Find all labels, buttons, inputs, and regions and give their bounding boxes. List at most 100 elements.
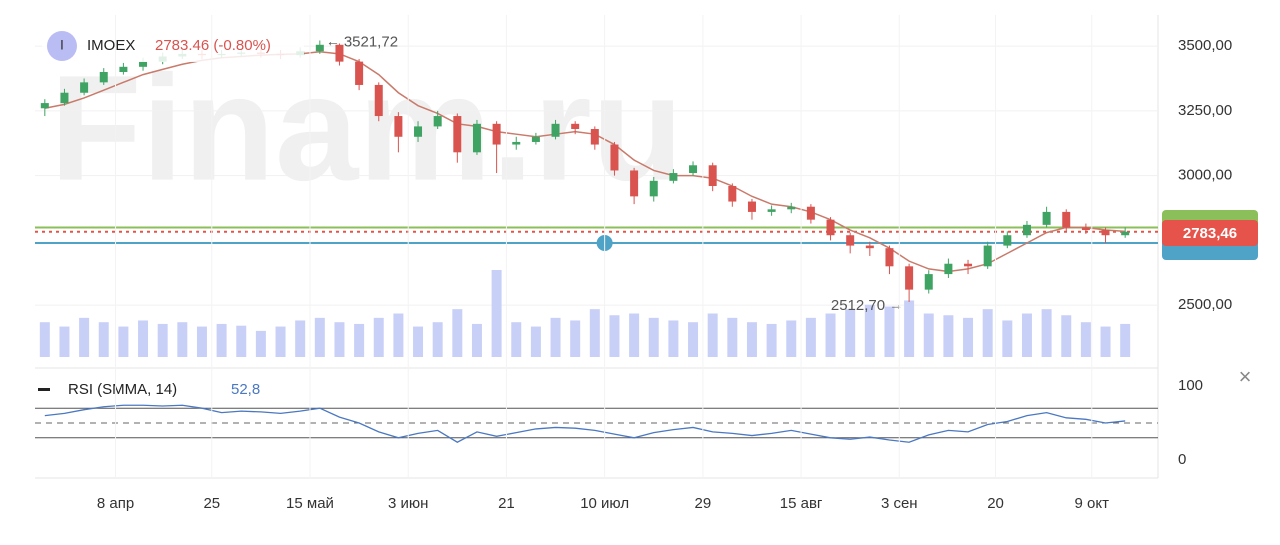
volume-bar bbox=[746, 322, 757, 357]
candle-body bbox=[355, 61, 364, 85]
candle-body bbox=[1101, 230, 1110, 236]
max-label: 3521,72 bbox=[344, 33, 398, 50]
x-tick-label: 25 bbox=[203, 495, 220, 512]
candle-body bbox=[1081, 227, 1090, 231]
volume-bar bbox=[609, 315, 620, 357]
candle-body bbox=[964, 263, 973, 267]
volume-bar bbox=[530, 326, 541, 357]
watermark: Finam.ru bbox=[50, 44, 683, 212]
candle-body bbox=[806, 206, 815, 220]
max-label-arrow: ← bbox=[326, 33, 340, 49]
x-tick-label: 10 июл bbox=[580, 495, 629, 512]
candle-body bbox=[846, 235, 855, 246]
volume-bar bbox=[471, 323, 482, 357]
y-tick-label: 100 bbox=[1178, 377, 1203, 394]
candle-body bbox=[453, 116, 462, 153]
volume-bar bbox=[1021, 313, 1032, 357]
x-tick-label: 21 bbox=[498, 495, 515, 512]
close-button[interactable]: × bbox=[1239, 364, 1252, 389]
candle-body bbox=[531, 136, 540, 142]
price-tag-label: 2783,46 bbox=[1183, 225, 1237, 242]
candle-body bbox=[669, 173, 678, 181]
volume-bar bbox=[138, 320, 149, 357]
min-label: 2512,70 bbox=[831, 297, 885, 314]
volume-bar bbox=[943, 315, 954, 357]
candle-body bbox=[571, 123, 580, 129]
volume-bar bbox=[255, 330, 266, 357]
candle-body bbox=[865, 245, 874, 249]
candle-body bbox=[689, 165, 698, 174]
volume-bar bbox=[295, 320, 306, 357]
volume-bar bbox=[216, 323, 227, 357]
x-tick-label: 15 авг bbox=[780, 495, 823, 512]
price-tag bbox=[1162, 220, 1258, 246]
y-tick-label: 3500,00 bbox=[1178, 37, 1232, 54]
indicator-title: RSI (SMMA, 14) bbox=[68, 381, 177, 398]
y-tick-label: 3000,00 bbox=[1178, 167, 1232, 184]
candle-body bbox=[1042, 211, 1051, 225]
volume-bar bbox=[884, 306, 895, 357]
candle-body bbox=[787, 206, 796, 210]
symbol-name: IMOEX bbox=[87, 37, 135, 54]
volume-bar bbox=[373, 317, 384, 357]
candle-body bbox=[649, 180, 658, 197]
volume-bar bbox=[236, 325, 247, 357]
volume-bar bbox=[1061, 315, 1072, 357]
candle-body bbox=[924, 274, 933, 290]
last-price: 2783.46 (-0.80%) bbox=[155, 37, 271, 54]
volume-bar bbox=[766, 323, 777, 357]
candle-body bbox=[983, 245, 992, 267]
candle-body bbox=[472, 123, 481, 153]
candle-body bbox=[414, 126, 423, 137]
volume-bar bbox=[393, 313, 404, 357]
min-label-arrow: → bbox=[889, 297, 903, 313]
candle-body bbox=[119, 66, 128, 72]
volume-bar bbox=[1120, 323, 1131, 357]
candle-body bbox=[551, 123, 560, 137]
candle-body bbox=[590, 129, 599, 145]
volume-bar bbox=[432, 322, 443, 357]
volume-bar bbox=[79, 317, 90, 357]
candle-body bbox=[728, 186, 737, 202]
volume-bar bbox=[923, 313, 934, 357]
x-tick-label: 3 июн bbox=[388, 495, 428, 512]
symbol-icon-letter: I bbox=[60, 37, 64, 53]
candle-body bbox=[335, 44, 344, 62]
candle-body bbox=[40, 103, 49, 109]
volume-bar bbox=[511, 322, 522, 357]
x-tick-label: 9 окт bbox=[1075, 495, 1110, 512]
y-tick-label: 0 bbox=[1178, 451, 1186, 468]
candle-body bbox=[1121, 231, 1130, 236]
x-tick-label: 15 май bbox=[286, 495, 334, 512]
volume-bar bbox=[1100, 326, 1111, 357]
volume-bar bbox=[354, 323, 365, 357]
volume-bar bbox=[589, 309, 600, 357]
candle-body bbox=[394, 116, 403, 137]
candle-body bbox=[944, 263, 953, 275]
volume-bar bbox=[118, 326, 129, 357]
candle-body bbox=[747, 201, 756, 212]
y-tick-label: 3250,00 bbox=[1178, 102, 1232, 119]
candle-body bbox=[139, 61, 148, 67]
volume-bar bbox=[177, 322, 188, 357]
volume-bar bbox=[550, 317, 561, 357]
candle-body bbox=[99, 72, 108, 83]
volume-bar bbox=[39, 322, 50, 357]
volume-bar bbox=[786, 320, 797, 357]
volume-bar bbox=[963, 317, 974, 357]
volume-bar bbox=[1002, 320, 1013, 357]
volume-bar bbox=[629, 313, 640, 357]
volume-bar bbox=[1041, 309, 1052, 357]
candle-body bbox=[826, 219, 835, 236]
candle-body bbox=[885, 248, 894, 267]
volume-bar bbox=[314, 317, 325, 357]
x-tick-label: 3 сен bbox=[881, 495, 918, 512]
candle-body bbox=[433, 116, 442, 127]
volume-bar bbox=[1080, 322, 1091, 357]
volume-bar bbox=[98, 322, 109, 357]
candle-body bbox=[1003, 235, 1012, 246]
rsi-line bbox=[44, 404, 1126, 443]
legend-dash bbox=[38, 388, 50, 391]
candle-body bbox=[1062, 211, 1071, 228]
